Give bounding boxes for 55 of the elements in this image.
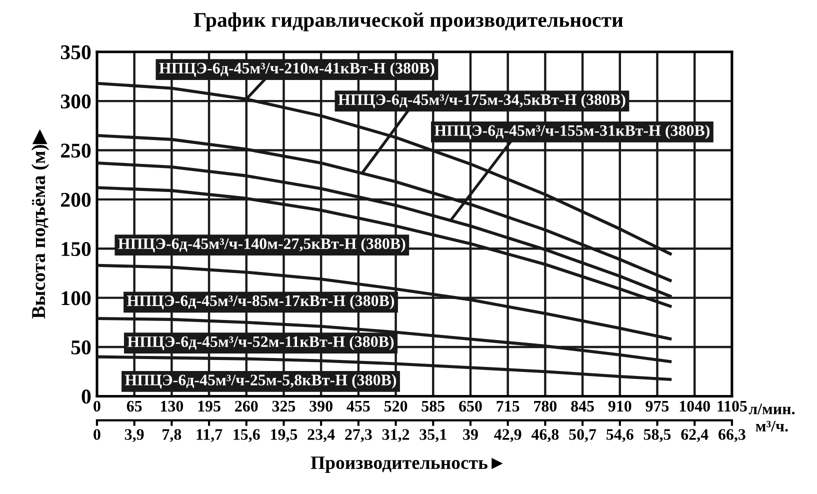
series-label: НПЦЭ-6д-45м³/ч-210м-41кВт-Н (380В) (159, 62, 434, 77)
text: НПЦЭ-6д-45м³/ч-155м-31кВт-Н (380В) (434, 124, 710, 140)
x-tick-label: 585 (422, 400, 445, 412)
x-tick-label: 1105 (718, 400, 747, 412)
text: НПЦЭ-6д-45м³/ч-175м-34,5кВт-Н (380В) (338, 94, 626, 108)
x-tick-label: 195 (198, 400, 220, 412)
x2-tick-label: 19,5 (271, 429, 298, 442)
x-tick-label: 520 (384, 400, 408, 412)
x2-tick-label: 27,3 (345, 429, 372, 442)
x2-tick-label: 23,4 (308, 429, 335, 442)
y-tick-label: 250 (61, 144, 91, 158)
x2-tick-label: 54,6 (606, 429, 634, 442)
x2-tick-label: 46,8 (531, 429, 559, 442)
series-label: НПЦЭ-6д-45м³/ч-25м-5,8кВт-Н (380В) (125, 374, 396, 389)
x2-tick-label: 3,9 (124, 429, 144, 442)
y-tick-label: 50 (71, 340, 91, 354)
x2-tick-label: 7,8 (162, 429, 182, 442)
y-axis-title: Высота подъёма (м)▶ (31, 129, 50, 319)
x-tick-label: 260 (235, 400, 258, 412)
y-tick-label: 100 (62, 291, 91, 306)
x-tick-label: 715 (496, 400, 520, 412)
y-tick-label: 200 (61, 192, 91, 207)
x-tick-label: 0 (94, 400, 100, 412)
x-tick-label: 975 (646, 400, 669, 412)
x-tick-label: 130 (160, 400, 184, 412)
x2-tick-label: 11,7 (196, 429, 222, 442)
x2-axis-title: м³/ч. (756, 420, 788, 432)
x-tick-label: 1040 (680, 400, 710, 412)
series-label: НПЦЭ-6д-45м³/ч-52м-11кВт-Н (380В) (127, 336, 394, 350)
x2-tick-label: 31,2 (382, 429, 410, 442)
text: Производительность► (310, 456, 503, 473)
x2-tick-label: 15,6 (234, 429, 260, 442)
series-label: НПЦЭ-6д-45м³/ч-140м-27,5кВт-Н (380В) (118, 238, 406, 252)
chart-title: График гидравлической производительности (194, 12, 623, 32)
x-tick-label: 65 (126, 400, 142, 412)
y-tick-label: 300 (60, 94, 91, 108)
x-axis-title: л/мин. (748, 404, 795, 414)
x-tick-label: 845 (571, 400, 594, 412)
x-tick-label: 325 (272, 400, 296, 412)
x2-tick-label: 0 (94, 429, 100, 440)
y-tick-label: 150 (62, 242, 91, 256)
y-tick-label: 350 (60, 45, 91, 60)
x2-tick-label: 39 (463, 429, 478, 440)
x-tick-label: 780 (534, 400, 557, 412)
x2-tick-label: 58,5 (644, 429, 671, 442)
x-tick-label: 390 (310, 400, 332, 412)
x2-tick-label: 62,4 (681, 429, 708, 442)
x-tick-label: 455 (346, 400, 370, 412)
x2-tick-label: 66,3 (718, 429, 746, 442)
x-tick-label: 910 (608, 400, 632, 412)
x2-tick-label: 50,7 (569, 429, 596, 442)
series-label: НПЦЭ-6д-45м³/ч-85м-17кВт-Н (380В) (127, 294, 394, 310)
x2-tick-label: 35,1 (420, 429, 446, 442)
x2-tick-label: 42,9 (494, 429, 522, 442)
x-tick-label: 650 (459, 400, 482, 412)
